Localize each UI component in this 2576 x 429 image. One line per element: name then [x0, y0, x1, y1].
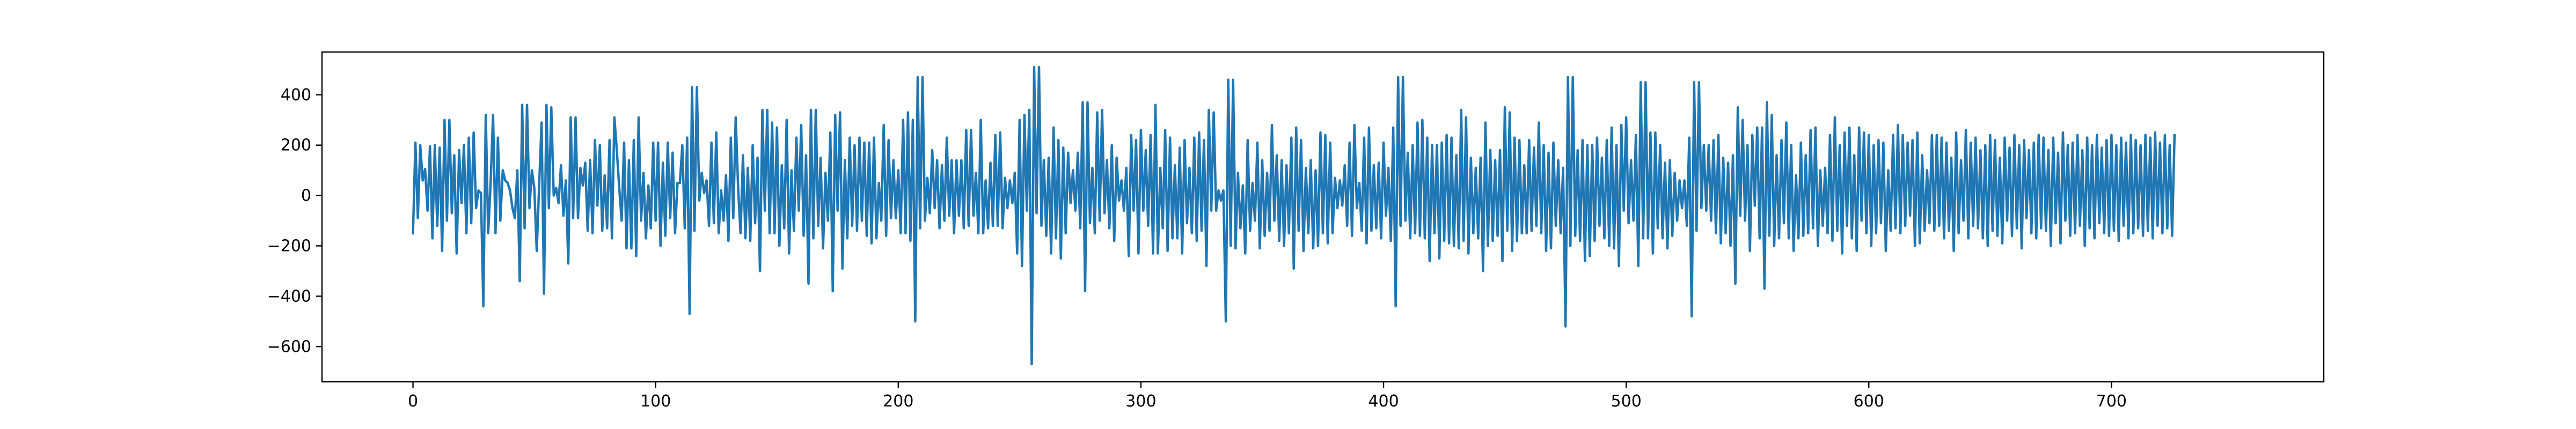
x-tick-label: 100: [640, 392, 671, 411]
y-tick-label: 400: [281, 86, 311, 105]
x-tick-label: 600: [1854, 392, 1884, 411]
plot-area-frame: [321, 51, 2325, 383]
series-line-0: [412, 65, 2176, 366]
x-tick-label: 0: [408, 392, 418, 411]
y-tick-label: 0: [301, 187, 311, 205]
x-tick-label: 700: [2096, 392, 2127, 411]
y-tick-label: −400: [267, 287, 311, 306]
x-tick-label: 300: [1125, 392, 1156, 411]
y-tick-label: −200: [267, 236, 311, 255]
y-tick-label: −600: [267, 337, 311, 356]
x-tick-label: 400: [1368, 392, 1399, 411]
series-layer: [412, 65, 2176, 366]
tick-layer: 0 100 200 300 400 500 600 700 −600 −400 −200 0 200 40…: [267, 86, 2127, 411]
x-tick-label: 500: [1611, 392, 1642, 411]
y-tick-label: 200: [281, 136, 311, 155]
x-tick-label: 200: [883, 392, 913, 411]
